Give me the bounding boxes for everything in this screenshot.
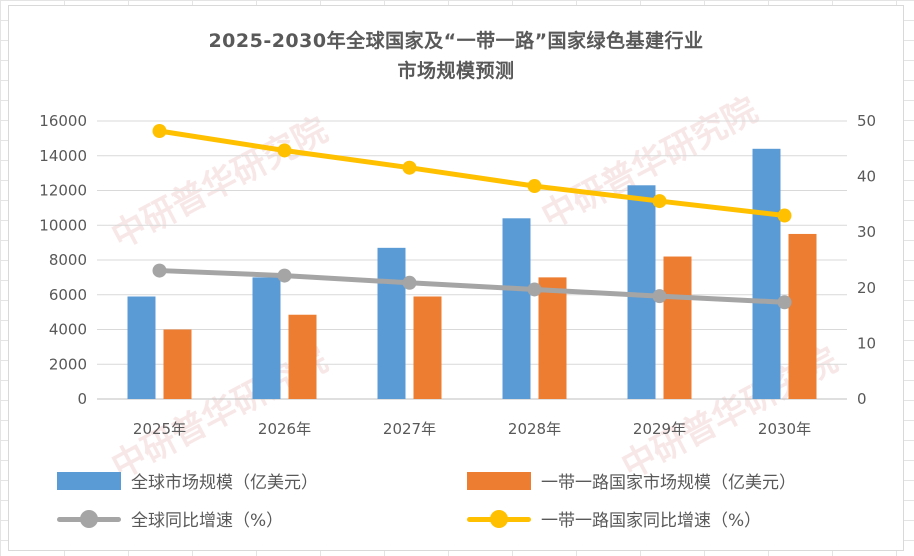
y-left-tick-label: 10000 <box>39 216 87 234</box>
y-left-tick-label: 16000 <box>39 112 87 130</box>
y-left-tick-label: 14000 <box>39 147 87 165</box>
bar-global <box>252 277 281 399</box>
point-belt-road-growth <box>527 179 542 194</box>
point-belt-road-growth <box>652 194 667 209</box>
y-right-tick-label: 40 <box>857 168 876 186</box>
x-category-label: 2025年 <box>133 420 186 438</box>
y-left-tick-label: 12000 <box>39 182 87 200</box>
line-belt-road-growth <box>157 128 787 219</box>
point-global-growth <box>527 282 542 297</box>
x-category-label: 2026年 <box>258 420 311 438</box>
chart-container: 2025-2030年全球国家及“一带一路”国家绿色基建行业 市场规模预测 中研普… <box>8 5 904 551</box>
y-right-tick-label: 20 <box>857 279 876 297</box>
point-global-growth <box>777 295 792 310</box>
bar-belt-road <box>788 233 817 399</box>
x-category-label: 2028年 <box>508 420 561 438</box>
y-left-tick-label: 8000 <box>49 251 87 269</box>
bar-belt-road <box>663 256 692 399</box>
line-global-growth <box>157 268 787 305</box>
plot-area: 0 2000 4000 6000 8000 10000 12000 14000 16000 0 10… <box>39 112 876 438</box>
bar-belt-road <box>538 277 567 399</box>
bar-global <box>127 296 156 399</box>
point-global-growth <box>277 268 292 283</box>
y-left-tick-label: 4000 <box>49 321 87 339</box>
y-left-tick-label: 2000 <box>49 355 87 373</box>
x-category-label: 2030年 <box>758 420 811 438</box>
point-belt-road-growth <box>277 143 292 158</box>
y-left-tick-label: 0 <box>77 390 87 408</box>
bar-global <box>627 185 656 399</box>
bar-global <box>752 148 781 399</box>
bar-global <box>377 247 406 399</box>
y-left-tick-label: 6000 <box>49 286 87 304</box>
bar-belt-road <box>413 296 442 399</box>
point-global-growth <box>652 289 667 304</box>
y-right-tick-label: 30 <box>857 223 876 241</box>
y-right-tick-label: 50 <box>857 112 876 130</box>
point-global-growth <box>402 275 417 290</box>
bar-global <box>502 218 531 399</box>
x-category-label: 2027年 <box>383 420 436 438</box>
point-belt-road-growth <box>152 124 167 139</box>
point-belt-road-growth <box>777 208 792 223</box>
x-category-label: 2029年 <box>633 420 686 438</box>
point-belt-road-growth <box>402 160 417 175</box>
bar-belt-road <box>163 329 192 399</box>
bar-belt-road <box>288 314 317 399</box>
y-right-tick-label: 0 <box>857 390 867 408</box>
chart-title: 2025-2030年全球国家及“一带一路”国家绿色基建行业 <box>208 30 704 52</box>
y-right-tick-label: 10 <box>857 334 876 352</box>
point-global-growth <box>152 263 167 278</box>
chart-title-line2: 市场规模预测 <box>397 60 515 82</box>
